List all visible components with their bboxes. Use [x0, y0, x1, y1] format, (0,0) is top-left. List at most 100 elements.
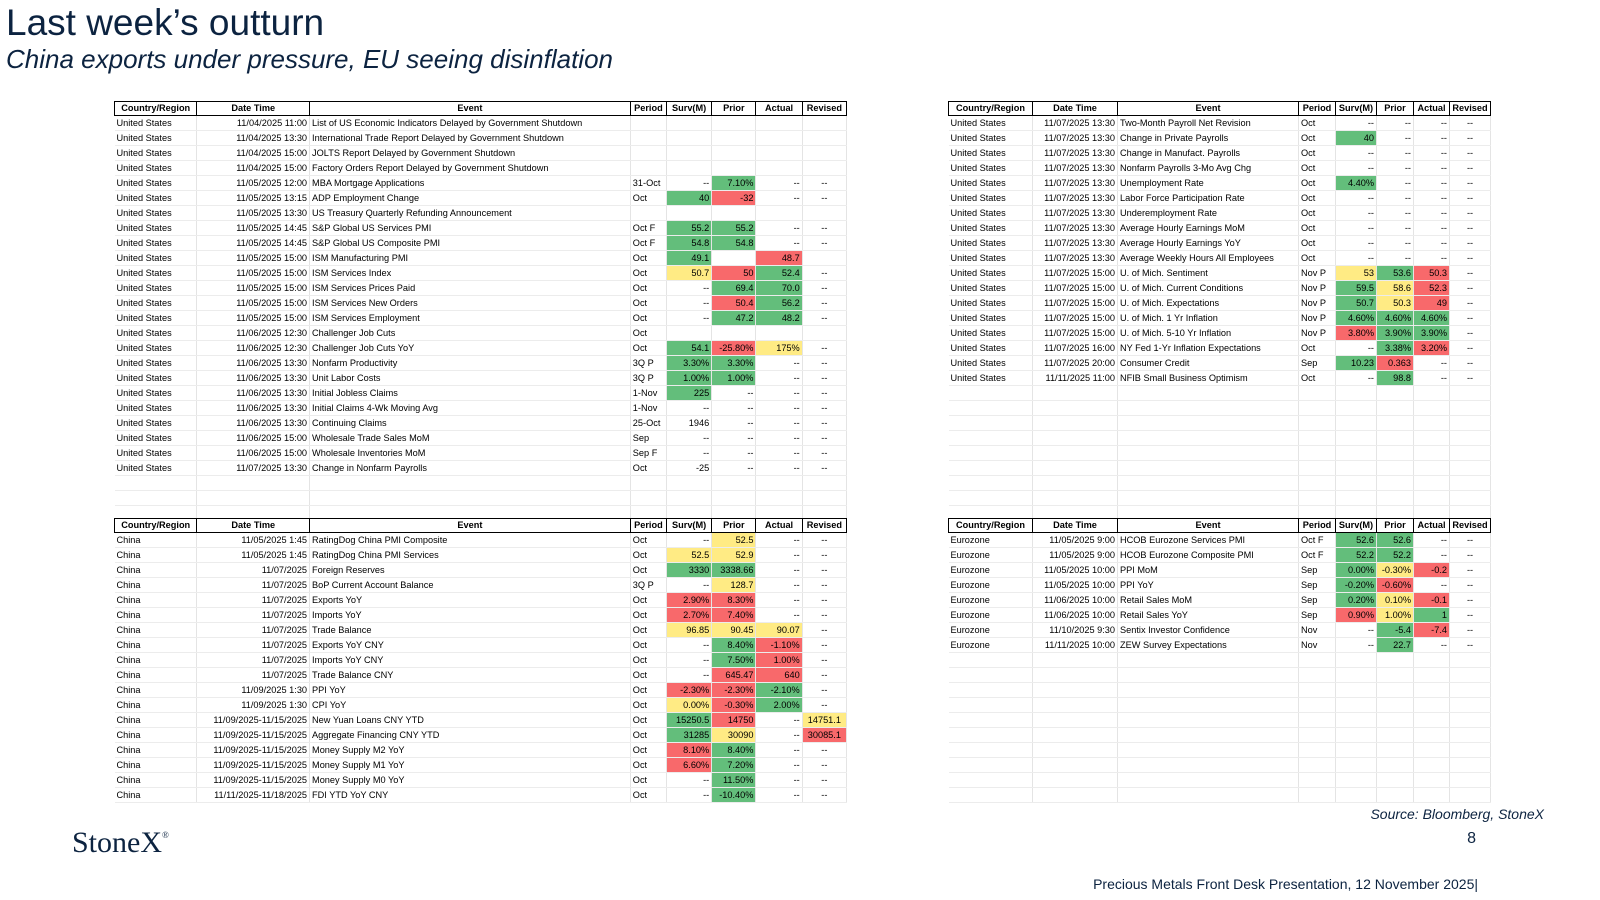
- cell-period: Oct: [1298, 190, 1336, 206]
- cell-event: HCOB Eurozone Composite PMI: [1117, 547, 1299, 563]
- cell-survey: --: [1335, 622, 1377, 638]
- cell-datetime: 11/09/2025 1:30: [196, 682, 311, 698]
- cell-country: United States: [948, 130, 1033, 146]
- cell-period: Sep: [1298, 577, 1336, 593]
- cell-event: [1117, 445, 1299, 461]
- cell-actual: [1413, 772, 1450, 788]
- table-row: China 11/07/2025 BoP Current Account Balan…: [114, 577, 848, 593]
- cell-survey: 0.00%: [666, 697, 713, 713]
- china-calendar-table: Country/Region Date Time Event Period Surv(M…: [113, 518, 848, 803]
- cell-event: [1117, 787, 1299, 803]
- cell-country: United States: [948, 115, 1033, 131]
- cell-datetime: 11/05/2025 15:00: [196, 265, 311, 281]
- cell-datetime: [1032, 787, 1118, 803]
- cell-revised: --: [1449, 577, 1491, 593]
- table-row: [114, 490, 848, 506]
- cell-datetime: [196, 490, 311, 506]
- cell-actual: [1413, 385, 1450, 401]
- cell-survey: --: [666, 637, 713, 653]
- cell-country: [948, 697, 1033, 713]
- cell-event: Initial Claims 4-Wk Moving Avg: [309, 400, 631, 416]
- cell-event: JOLTS Report Delayed by Government Shutd…: [309, 145, 631, 161]
- cell-survey: 4.40%: [1335, 175, 1377, 191]
- cell-datetime: 11/07/2025 15:00: [1032, 325, 1118, 341]
- cell-period: Oct: [630, 607, 667, 623]
- cell-event: Nonfarm Payrolls 3-Mo Avg Chg: [1117, 160, 1299, 176]
- cell-prior: [1376, 490, 1414, 506]
- cell-event: U. of Mich. Sentiment: [1117, 265, 1299, 281]
- cell-actual: --: [1413, 220, 1450, 236]
- cell-event: U. of Mich. 1 Yr Inflation: [1117, 310, 1299, 326]
- cell-prior: 8.40%: [711, 637, 757, 653]
- source-note: Source: Bloomberg, StoneX: [1370, 806, 1544, 822]
- cell-datetime: 11/07/2025: [196, 622, 311, 638]
- cell-event: Foreign Reserves: [309, 562, 631, 578]
- cell-actual: [1413, 727, 1450, 743]
- cell-survey: --: [666, 652, 713, 668]
- cell-revised: --: [802, 772, 848, 788]
- table-row: United States 11/05/2025 13:30 US Treasury…: [114, 205, 848, 221]
- cell-period: Oct: [630, 310, 667, 326]
- cell-country: [948, 460, 1033, 476]
- cell-datetime: 11/06/2025 15:00: [196, 445, 311, 461]
- cell-country: United States: [114, 235, 198, 251]
- cell-prior: 3.30%: [711, 355, 757, 371]
- cell-event: [1117, 772, 1299, 788]
- cell-revised: --: [1449, 562, 1491, 578]
- cell-actual: 640: [755, 667, 803, 683]
- cell-survey: -2.30%: [666, 682, 713, 698]
- table-row: [948, 697, 1491, 713]
- cell-survey: [1335, 475, 1377, 491]
- cell-event: U. of Mich. Current Conditions: [1117, 280, 1299, 296]
- table-row: United States 11/05/2025 15:00 ISM Service…: [114, 265, 848, 281]
- cell-revised: --: [1449, 145, 1491, 161]
- cell-revised: --: [802, 385, 848, 401]
- cell-event: U. of Mich. Expectations: [1117, 295, 1299, 311]
- cell-datetime: 11/07/2025 15:00: [1032, 310, 1118, 326]
- table-row: [948, 652, 1491, 668]
- cell-datetime: [1032, 712, 1118, 728]
- cell-country: United States: [114, 430, 198, 446]
- cell-survey: 3.30%: [666, 355, 713, 371]
- cell-actual: [1413, 490, 1450, 506]
- cell-datetime: 11/09/2025-11/15/2025: [196, 757, 311, 773]
- cell-period: [1298, 460, 1336, 476]
- cell-revised: --: [802, 682, 848, 698]
- cell-datetime: [1032, 475, 1118, 491]
- cell-country: [948, 475, 1033, 491]
- cell-datetime: 11/09/2025-11/15/2025: [196, 727, 311, 743]
- cell-datetime: 11/05/2025 10:00: [1032, 562, 1118, 578]
- cell-country: United States: [948, 265, 1033, 281]
- logo-text: StoneX: [72, 826, 162, 859]
- cell-revised: [1449, 682, 1491, 698]
- cell-revised: --: [1449, 205, 1491, 221]
- us-calendar-table-1: Country/Region Date Time Event Period Surv(M…: [113, 101, 848, 521]
- table-row: [948, 772, 1491, 788]
- table-row: United States 11/06/2025 13:30 Unit Labor …: [114, 370, 848, 386]
- table-row: China 11/09/2025 1:30 PPI YoY Oct -2.30% -2.3…: [114, 682, 848, 698]
- cell-revised: --: [802, 280, 848, 296]
- cell-country: [948, 430, 1033, 446]
- cell-country: China: [114, 757, 198, 773]
- cell-period: [1298, 712, 1336, 728]
- cell-revised: --: [802, 265, 848, 281]
- cell-event: Underemployment Rate: [1117, 205, 1299, 221]
- cell-country: Eurozone: [948, 592, 1033, 608]
- cell-event: [1117, 430, 1299, 446]
- cell-actual: --: [755, 712, 803, 728]
- cell-period: Oct: [630, 592, 667, 608]
- cell-datetime: 11/05/2025 13:30: [196, 205, 311, 221]
- cell-actual: --: [1413, 532, 1450, 548]
- cell-event: ADP Employment Change: [309, 190, 631, 206]
- cell-revised: --: [802, 415, 848, 431]
- cell-datetime: [1032, 385, 1118, 401]
- cell-datetime: [1032, 697, 1118, 713]
- cell-prior: 8.30%: [711, 592, 757, 608]
- cell-datetime: 11/05/2025 15:00: [196, 295, 311, 311]
- column-header-event: Event: [1117, 518, 1299, 533]
- cell-prior: --: [1376, 235, 1414, 251]
- cell-prior: -25.80%: [711, 340, 757, 356]
- cell-prior: 58.6: [1376, 280, 1414, 296]
- table-row: United States 11/07/2025 13:30 Underemploy…: [948, 205, 1491, 221]
- cell-prior: --: [711, 430, 757, 446]
